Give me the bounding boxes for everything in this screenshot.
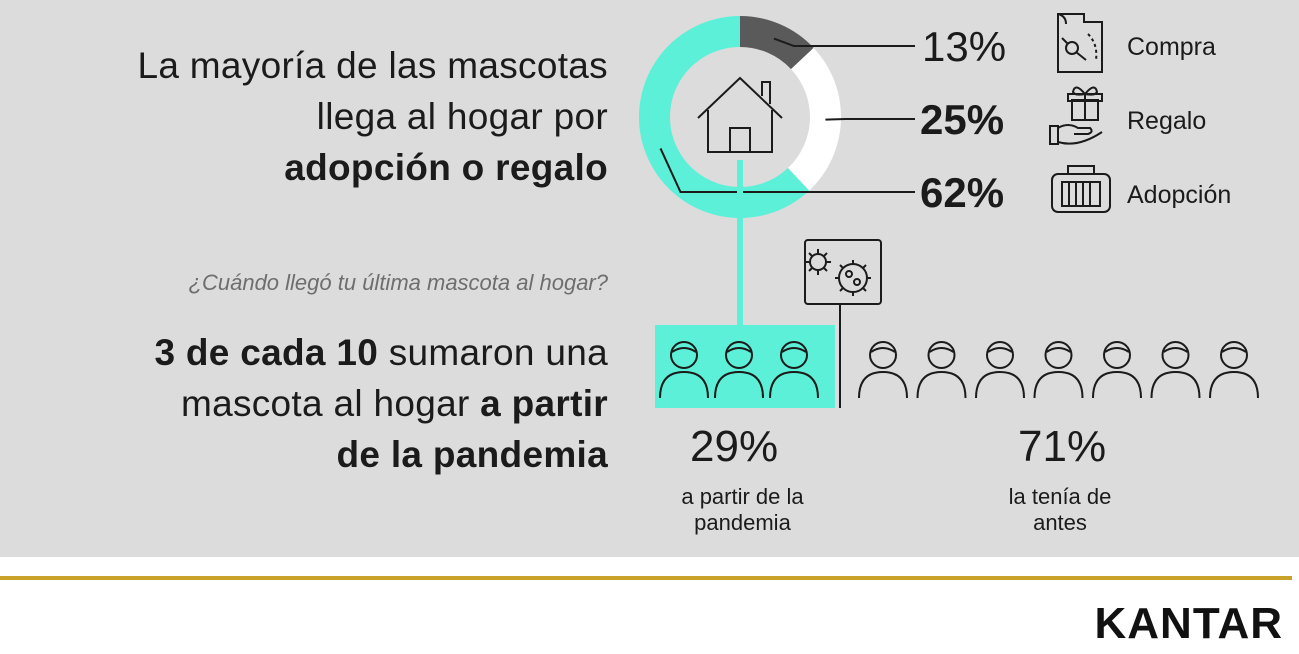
headline-top-line2: llega al hogar por [316, 96, 608, 137]
kantar-logo: KANTAR [1094, 599, 1283, 648]
label-pandemia-line2: pandemia [694, 510, 791, 535]
headline-top-line1: La mayoría de las mascotas [137, 45, 608, 86]
leader-line-compra [773, 37, 915, 47]
donut-slice-regalo [787, 47, 842, 191]
pct-regalo: 25% [920, 96, 1005, 143]
leader-line-regalo [825, 118, 915, 121]
headline-bottom-bold-1: 3 de cada 10 [154, 332, 379, 373]
label-regalo: Regalo [1127, 107, 1207, 135]
donut-chart [639, 16, 915, 328]
label-compra: Compra [1127, 33, 1216, 61]
label-antes-line1: la tenía de [1008, 484, 1112, 509]
pct-adopcion: 62% [920, 169, 1005, 216]
pct-antes: 71% [1018, 422, 1107, 471]
headline-bottom-bold-2: a partir [480, 383, 608, 424]
headline-bottom-text-1: sumaron una [378, 332, 608, 373]
donut-slice-adopción [639, 16, 810, 219]
survey-question: ¿Cuándo llegó tu última mascota al hogar… [188, 270, 608, 295]
headline-bottom: 3 de cada 10 sumaron una mascota al hoga… [40, 327, 608, 480]
label-pandemia-line1: a partir de la [681, 484, 804, 509]
pandemia-highlight [655, 325, 835, 408]
label-antes-line2: antes [1033, 510, 1087, 535]
pct-pandemia: 29% [690, 422, 779, 471]
headline-bottom-bold-3: de la pandemia [336, 434, 608, 475]
headline-top: La mayoría de las mascotas llega al hoga… [40, 40, 608, 193]
label-adopcion: Adopción [1127, 181, 1232, 209]
donut-slice-compra [740, 16, 814, 70]
headline-bottom-text-2: mascota al hogar [180, 383, 481, 424]
house-icon [697, 76, 783, 153]
pct-compra: 13% [922, 23, 1007, 70]
gold-divider [0, 576, 1292, 580]
headline-top-line3: adopción o regalo [284, 147, 608, 188]
connector-line [737, 160, 743, 328]
leader-line-adopción [659, 148, 915, 193]
